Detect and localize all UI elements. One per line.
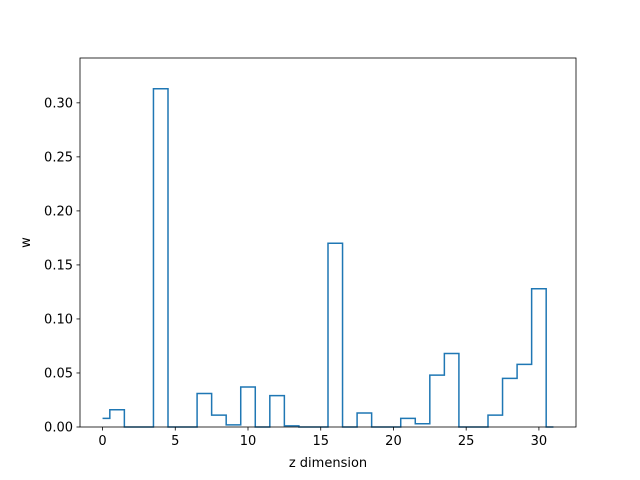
x-tick-label: 0 xyxy=(98,434,106,449)
x-tick-label: 25 xyxy=(458,434,475,449)
x-tick-label: 5 xyxy=(171,434,179,449)
x-axis-ticks: 0 5 10 15 20 25 30 xyxy=(98,427,547,449)
x-tick-label: 15 xyxy=(312,434,329,449)
y-tick-label: 0.15 xyxy=(44,258,73,273)
y-tick-label: 0.25 xyxy=(44,150,73,165)
y-tick-label: 0.10 xyxy=(44,312,73,327)
y-axis-label: w xyxy=(19,237,34,248)
y-tick-label: 0.05 xyxy=(44,366,73,381)
x-tick-label: 30 xyxy=(531,434,548,449)
y-tick-label: 0.00 xyxy=(44,421,73,436)
y-axis-ticks: 0.00 0.05 0.10 0.15 0.20 0.25 0.30 xyxy=(44,96,80,436)
x-tick-label: 10 xyxy=(240,434,257,449)
x-axis-label: z dimension xyxy=(289,456,367,471)
y-tick-label: 0.30 xyxy=(44,96,73,111)
plot-frame xyxy=(79,57,577,428)
x-tick-label: 20 xyxy=(385,434,402,449)
y-tick-label: 0.20 xyxy=(44,204,73,219)
